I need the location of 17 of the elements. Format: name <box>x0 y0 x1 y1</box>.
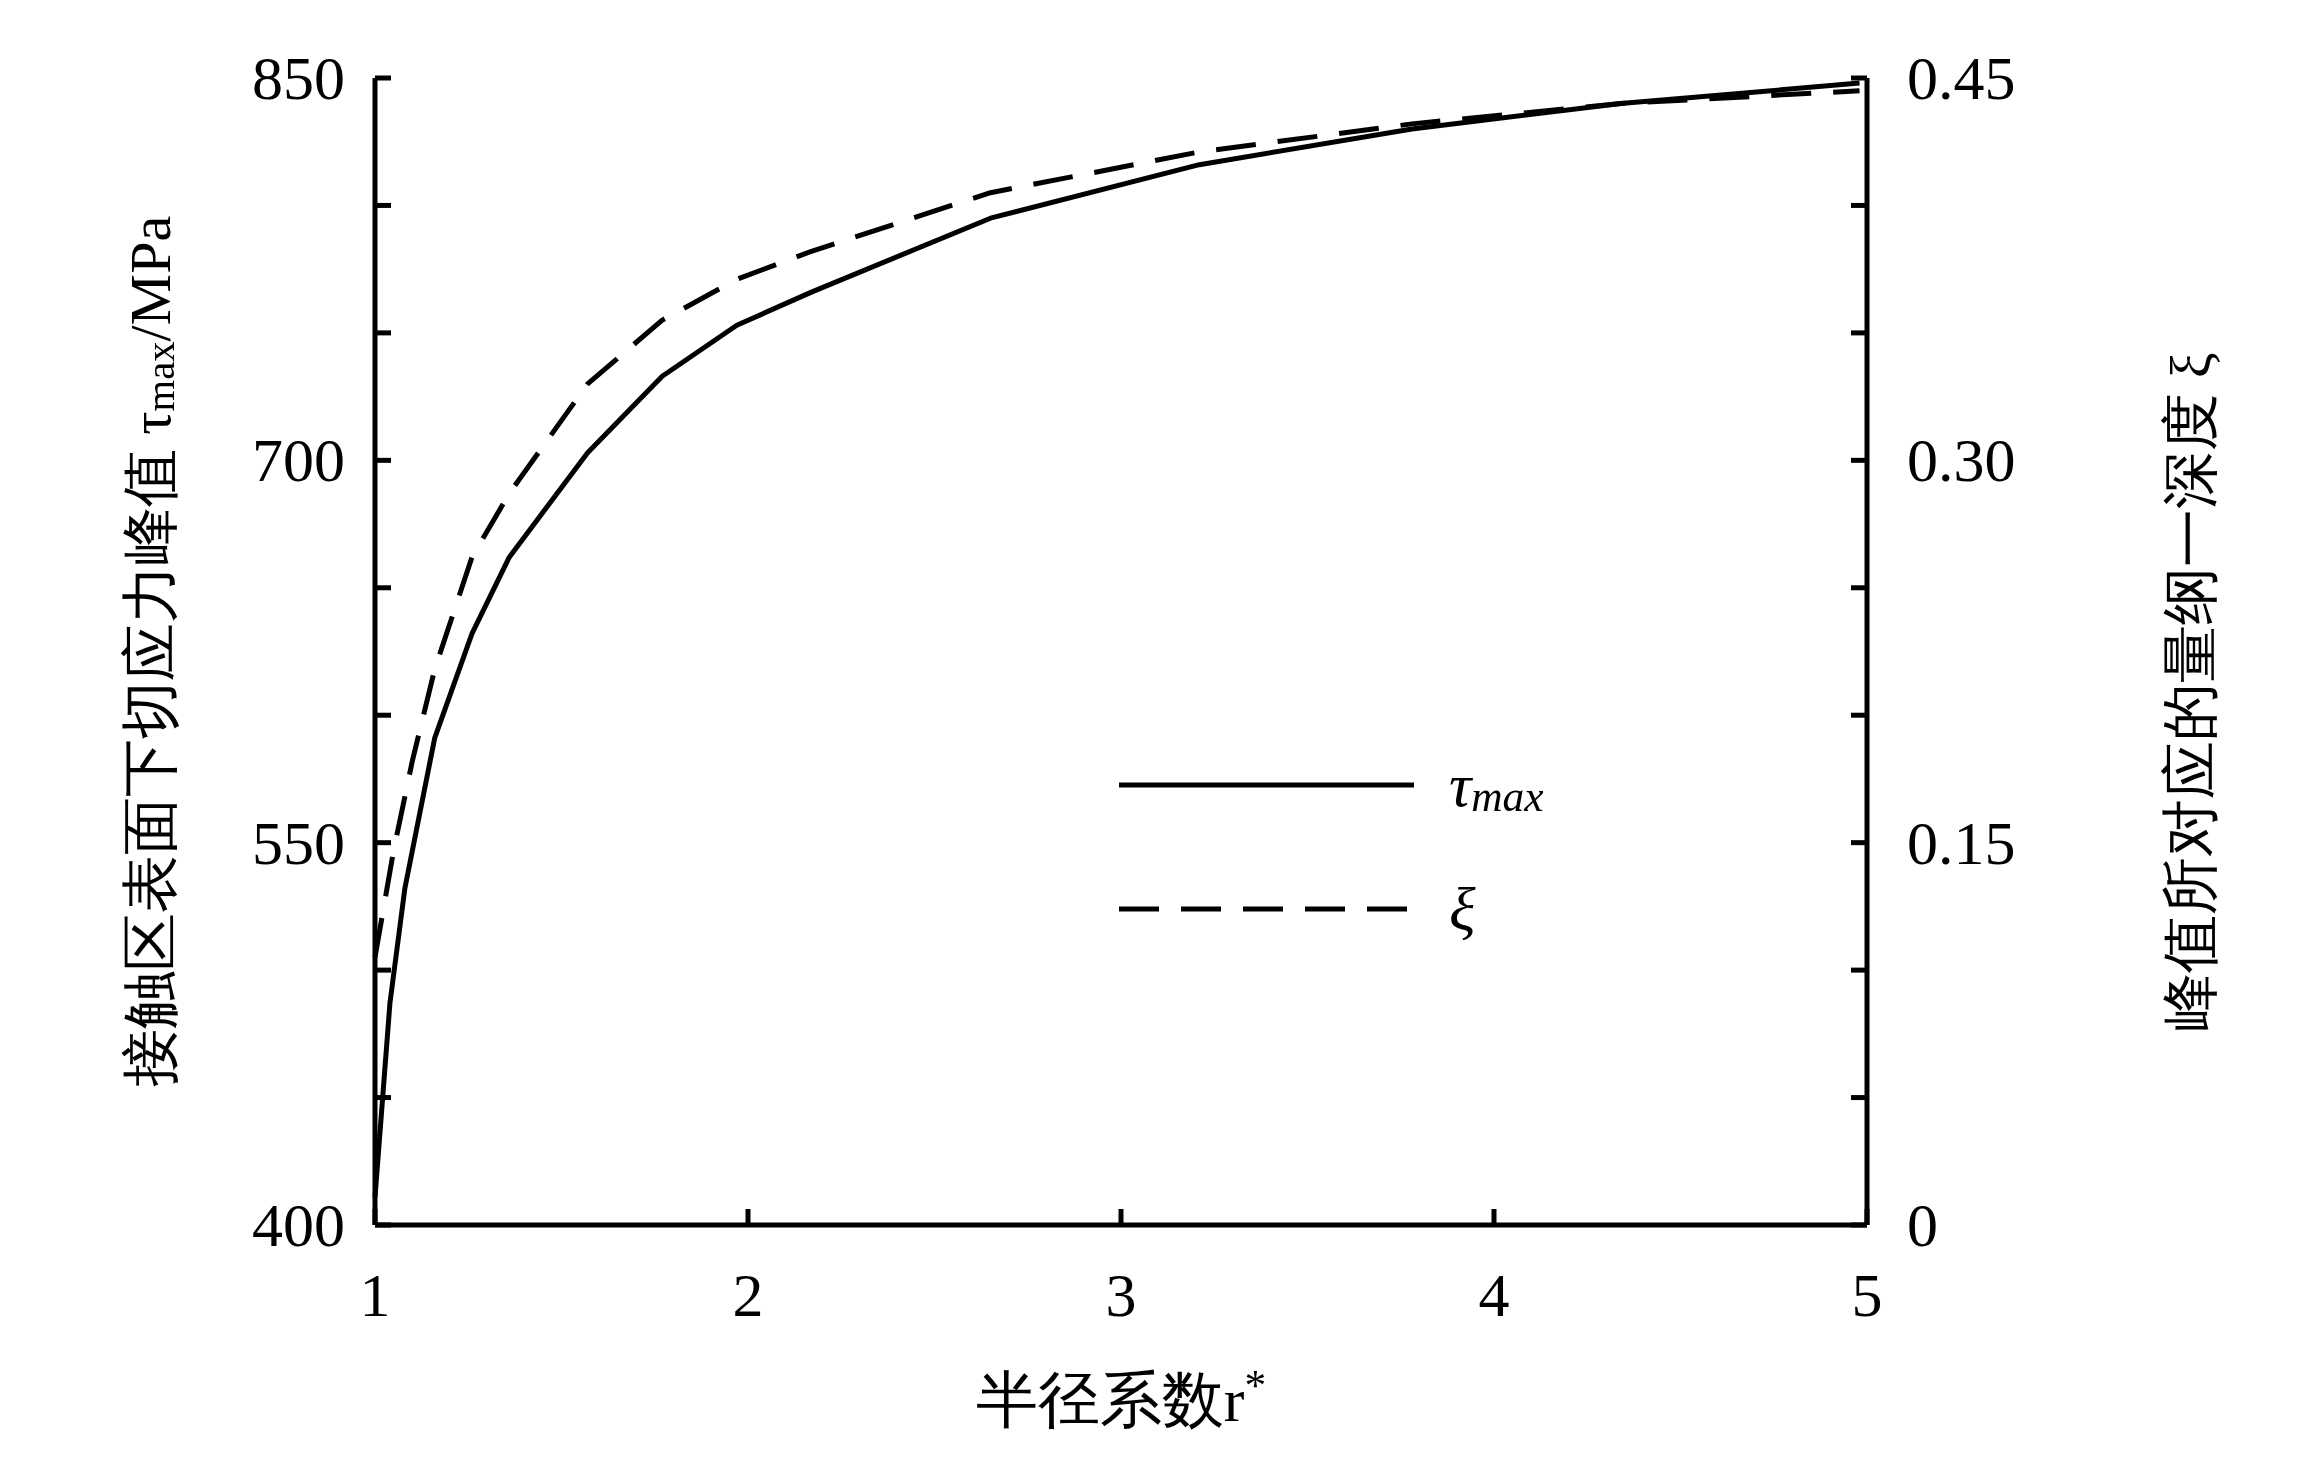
x-tick-label: 4 <box>1478 1261 1510 1329</box>
y-tick-label: 700 <box>252 426 345 495</box>
y-tick-label: 550 <box>252 808 345 877</box>
x-tick-label: 5 <box>1851 1261 1883 1329</box>
y-tick-label: 850 <box>252 44 345 112</box>
y-tick-label: 400 <box>252 1191 345 1259</box>
legend-label: τ$_{max}$ <box>1449 751 1544 820</box>
x-axis-title: 半径系数r$^{*}$ <box>975 1360 1267 1434</box>
y2-tick-label: 0.45 <box>1907 44 2016 112</box>
y2-tick-label: 0 <box>1907 1191 1938 1259</box>
x-tick-label: 3 <box>1105 1261 1137 1329</box>
legend-label: ξ <box>1449 875 1476 943</box>
y2-tick-label: 0.15 <box>1907 808 2016 877</box>
x-tick-label: 1 <box>359 1261 391 1329</box>
x-tick-label: 2 <box>732 1261 764 1329</box>
y2-tick-label: 0.30 <box>1907 426 2016 495</box>
y2-axis-title: 峰值所对应的量纲一深度 ξ <box>2157 352 2223 1031</box>
